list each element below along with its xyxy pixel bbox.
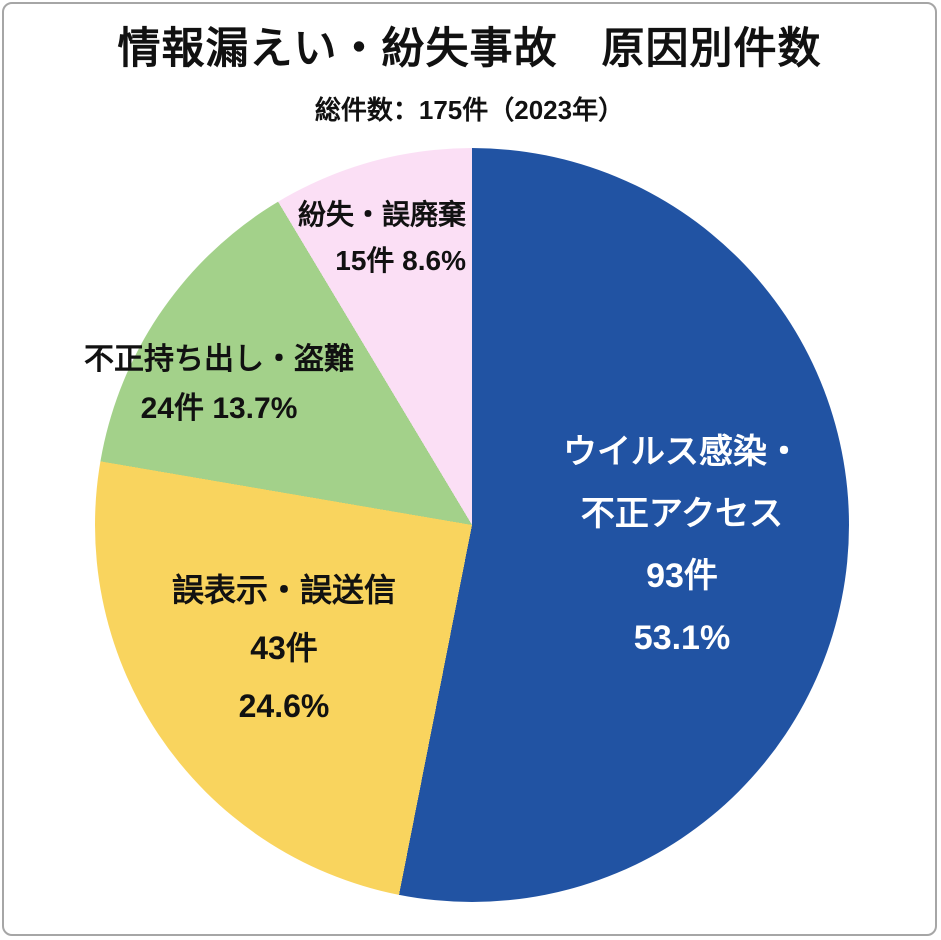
slice-label-pct: 24.6% xyxy=(238,688,330,724)
slice-label-count: 43件 xyxy=(250,630,318,666)
slice-label-loss-disposal: 紛失・誤廃棄 15件 8.6% xyxy=(184,192,466,284)
slice-label-count: 24件 13.7% xyxy=(140,392,298,425)
slice-label-count: 15件 8.6% xyxy=(335,245,466,276)
slice-label-misdisplay: 誤表示・誤送信 43件 24.6% xyxy=(152,561,416,735)
slice-label-line: 不正アクセス xyxy=(580,495,784,533)
slice-label-theft: 不正持ち出し・盗難 24件 13.7% xyxy=(57,335,381,433)
slice-label-virus-infection: ウイルス感染・ 不正アクセス 93件 53.1% xyxy=(530,421,834,669)
slice-label-line: 不正持ち出し・盗難 xyxy=(84,343,354,376)
slice-label-count: 93件 xyxy=(646,557,718,595)
slice-label-line: 誤表示・誤送信 xyxy=(171,572,396,608)
chart-subtitle: 総件数：175件（2023年） xyxy=(314,95,625,125)
slice-label-line: ウイルス感染・ xyxy=(563,433,801,471)
pie-chart xyxy=(95,148,849,902)
slice-label-pct: 53.1% xyxy=(633,619,731,657)
slice-label-line: 紛失・誤廃棄 xyxy=(297,199,466,230)
chart-title: 情報漏えい・紛失事故 原因別件数 xyxy=(117,25,822,73)
